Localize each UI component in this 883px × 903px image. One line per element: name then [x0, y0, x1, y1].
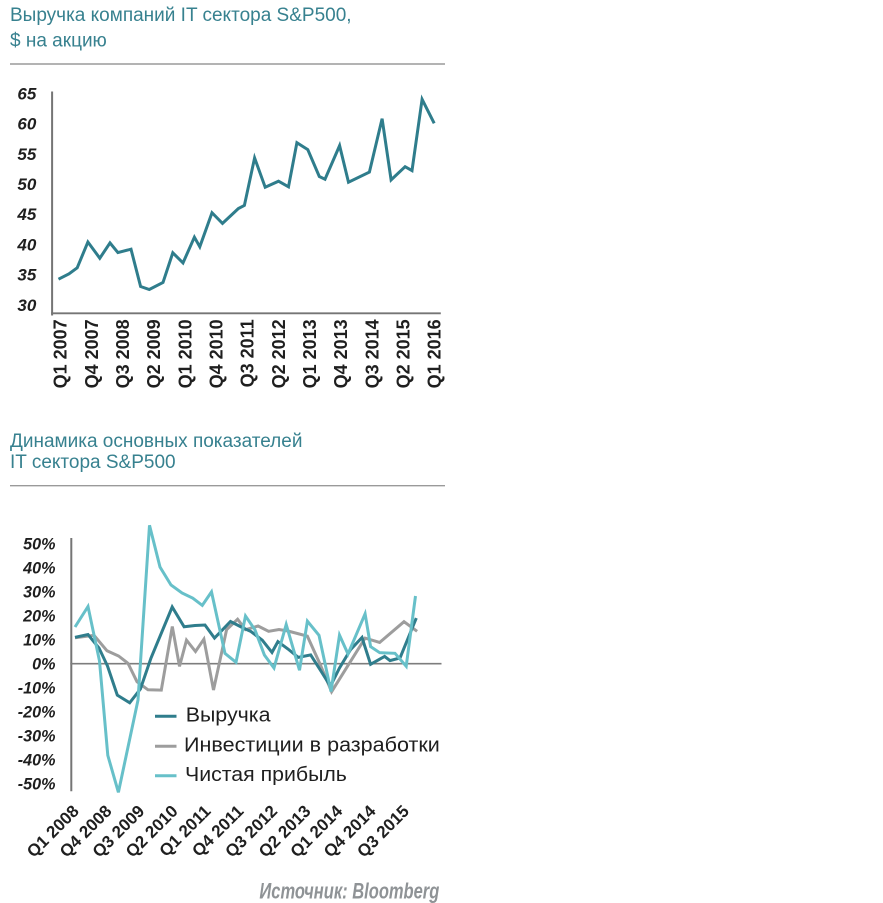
svg-text:20%: 20%: [22, 606, 56, 625]
svg-text:Q1 2010: Q1 2010: [175, 319, 195, 388]
svg-text:Выручка: Выручка: [186, 704, 271, 726]
svg-text:-50%: -50%: [18, 774, 56, 793]
svg-text:Q1 2016: Q1 2016: [425, 319, 445, 388]
svg-text:-20%: -20%: [18, 702, 56, 721]
svg-text:-40%: -40%: [18, 750, 56, 769]
svg-text:Q3 2014: Q3 2014: [362, 319, 382, 388]
svg-text:40%: 40%: [22, 558, 56, 577]
svg-text:50%: 50%: [23, 534, 56, 553]
svg-text:Выручка компаний IT сектора S&: Выручка компаний IT сектора S&P500,: [10, 5, 352, 26]
svg-text:10%: 10%: [23, 630, 56, 649]
svg-text:$ на акцию: $ на акцию: [10, 31, 107, 52]
svg-text:Q2 2012: Q2 2012: [269, 319, 289, 388]
svg-text:Чистая прибыль: Чистая прибыль: [185, 764, 347, 786]
svg-text:45: 45: [16, 205, 36, 224]
svg-text:Q1 2007: Q1 2007: [51, 319, 71, 388]
svg-text:50: 50: [17, 175, 36, 194]
svg-text:Q2 2009: Q2 2009: [144, 319, 164, 388]
svg-text:Q4 2013: Q4 2013: [331, 319, 351, 388]
svg-text:60: 60: [17, 115, 36, 134]
svg-text:35: 35: [17, 266, 36, 285]
svg-text:55: 55: [17, 145, 36, 164]
svg-text:Q2 2015: Q2 2015: [394, 319, 414, 388]
svg-text:Q3 2008: Q3 2008: [113, 319, 133, 388]
svg-text:Q3 2011: Q3 2011: [238, 319, 258, 387]
svg-text:40: 40: [16, 235, 36, 254]
svg-text:Динамика основных показателей: Динамика основных показателей: [10, 431, 302, 452]
svg-text:30: 30: [17, 296, 36, 315]
svg-text:Q4 2010: Q4 2010: [207, 319, 227, 388]
svg-text:30%: 30%: [23, 582, 56, 601]
svg-text:65: 65: [17, 84, 36, 103]
svg-text:Источник: Bloomberg: Источник: Bloomberg: [259, 879, 439, 903]
svg-text:Инвестиции в разработки: Инвестиции в разработки: [184, 734, 440, 756]
svg-text:Q4 2007: Q4 2007: [82, 319, 102, 388]
svg-text:Q1 2013: Q1 2013: [300, 319, 320, 388]
svg-text:-30%: -30%: [18, 726, 56, 745]
svg-text:-10%: -10%: [18, 678, 56, 697]
svg-text:0%: 0%: [32, 654, 56, 673]
svg-text:IT сектора S&P500: IT сектора S&P500: [10, 452, 176, 473]
